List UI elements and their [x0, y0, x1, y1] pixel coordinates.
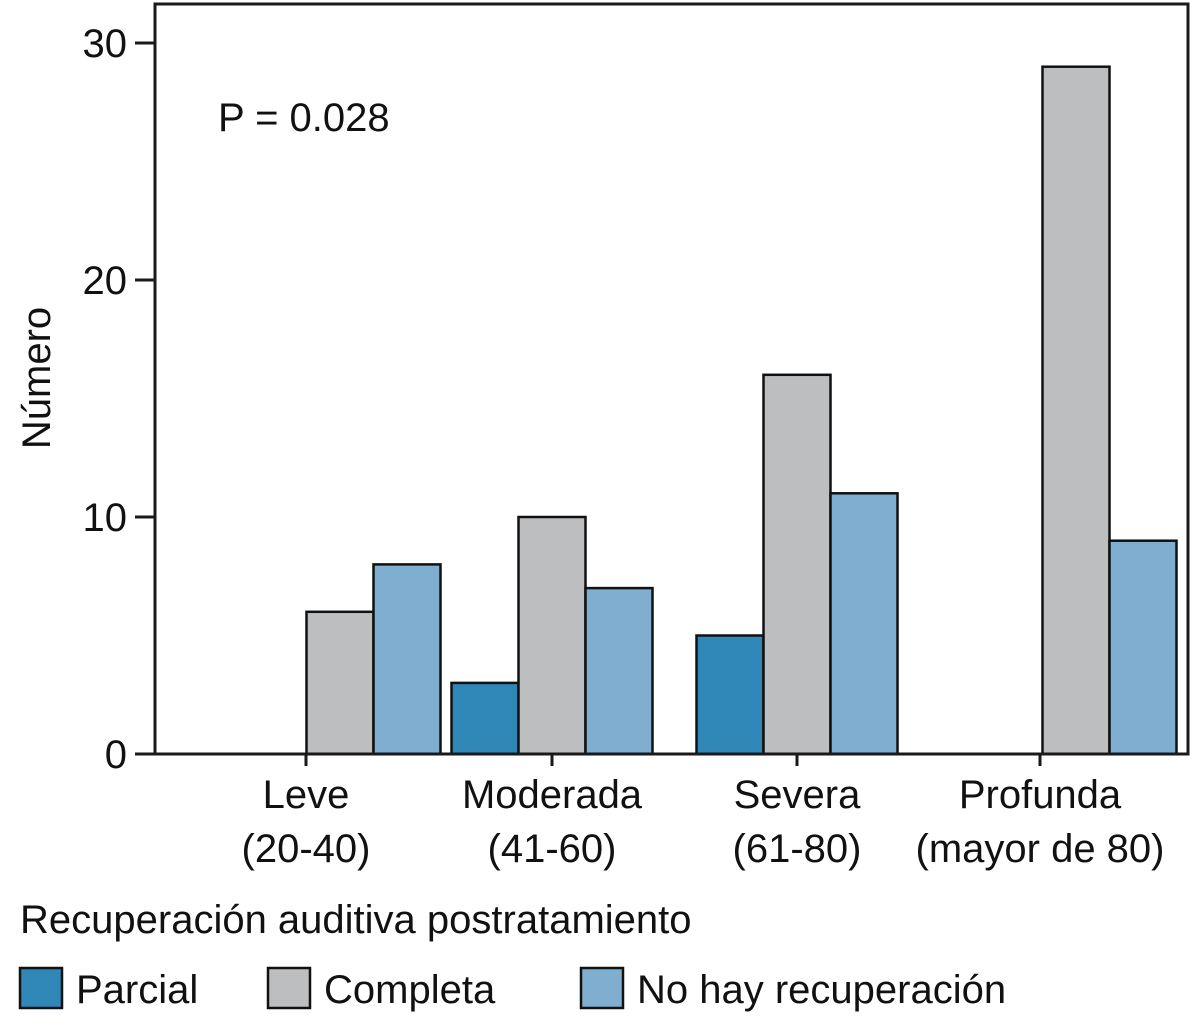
bar-completa-severa [762, 373, 832, 756]
y-axis: 0 10 20 30 [83, 22, 155, 777]
x-tick-label-line2: (61-80) [733, 827, 862, 871]
bar-no-hay-recuperaci-n-severa [829, 492, 899, 756]
x-axis: Leve (20-40) Moderada (41-60) Severa (61-80) P… [242, 754, 1165, 871]
bar-parcial-severa [695, 634, 765, 756]
x-tick-label-line1: Moderada [462, 773, 643, 817]
bar-completa-moderada [517, 515, 587, 756]
x-tick-label-line1: Leve [263, 773, 350, 817]
bar-no-hay-recuperaci-n-moderada [584, 586, 654, 756]
y-tick-label: 10 [83, 496, 128, 540]
x-tick-label-line2: (41-60) [488, 827, 617, 871]
y-tick-label: 30 [83, 22, 128, 66]
bar-parcial-moderada [450, 681, 520, 756]
bar-no-hay-recuperaci-n-profunda [1108, 539, 1178, 756]
legend-title: Recuperación auditiva postratamiento [20, 898, 692, 942]
legend-label: No hay recuperación [637, 968, 1006, 1012]
legend-swatch-no-hay-recuperaci-n [579, 966, 625, 1010]
legend: Parcial Completa No hay recuperación [18, 966, 1006, 1012]
plot-frame [153, 2, 1190, 756]
x-tick-label-line1: Profunda [959, 773, 1122, 817]
y-tick-label: 0 [105, 733, 127, 777]
legend-label: Parcial [76, 968, 198, 1012]
bar-completa-leve [305, 610, 375, 756]
x-tick-label-line2: (20-40) [242, 827, 371, 871]
bars-layer [305, 65, 1178, 756]
bar-completa-profunda [1041, 65, 1111, 756]
y-tick-label: 20 [83, 259, 128, 303]
bar-no-hay-recuperaci-n-leve [372, 563, 442, 756]
legend-swatch-completa [266, 966, 312, 1010]
legend-label: Completa [324, 968, 496, 1012]
legend-swatch-parcial [18, 966, 64, 1010]
p-value-annotation: P = 0.028 [218, 96, 390, 140]
y-axis-title: Número [15, 307, 59, 449]
x-tick-label-line2: (mayor de 80) [916, 827, 1165, 871]
x-tick-label-line1: Severa [734, 773, 861, 817]
